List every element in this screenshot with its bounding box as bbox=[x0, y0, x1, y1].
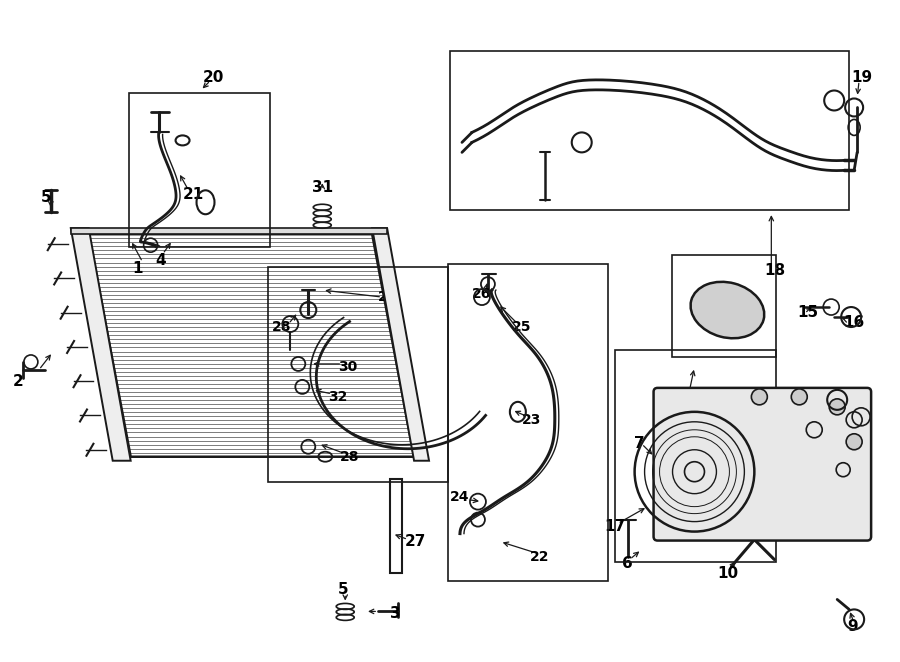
Text: 28: 28 bbox=[273, 320, 292, 334]
Bar bbox=[615, 350, 777, 561]
Text: 4: 4 bbox=[156, 253, 166, 267]
Circle shape bbox=[698, 307, 712, 321]
Polygon shape bbox=[71, 228, 387, 234]
Text: 20: 20 bbox=[202, 70, 224, 85]
Text: 10: 10 bbox=[717, 566, 739, 581]
Bar bbox=[450, 50, 850, 211]
Text: 16: 16 bbox=[843, 314, 864, 330]
Circle shape bbox=[791, 389, 807, 405]
Polygon shape bbox=[89, 234, 414, 457]
Text: 31: 31 bbox=[312, 180, 333, 195]
Text: 30: 30 bbox=[338, 360, 357, 374]
Text: 22: 22 bbox=[530, 549, 549, 563]
Circle shape bbox=[752, 389, 768, 405]
Circle shape bbox=[737, 303, 751, 317]
Ellipse shape bbox=[690, 282, 764, 338]
Text: 1: 1 bbox=[132, 261, 143, 275]
Text: 19: 19 bbox=[851, 70, 872, 85]
Text: 8: 8 bbox=[854, 472, 865, 487]
Text: 23: 23 bbox=[522, 413, 541, 427]
Text: 5: 5 bbox=[338, 582, 349, 597]
Text: 32: 32 bbox=[328, 390, 347, 404]
Text: 27: 27 bbox=[405, 534, 427, 549]
Text: 12: 12 bbox=[709, 281, 731, 297]
Text: 18: 18 bbox=[764, 263, 786, 277]
Text: 15: 15 bbox=[797, 305, 818, 320]
Text: 17: 17 bbox=[605, 519, 626, 534]
FancyBboxPatch shape bbox=[653, 388, 871, 541]
Text: 3: 3 bbox=[390, 606, 400, 621]
Text: 26: 26 bbox=[472, 287, 491, 301]
Bar bbox=[390, 479, 402, 573]
Bar bbox=[129, 93, 270, 247]
Text: 28: 28 bbox=[340, 449, 360, 464]
Text: 13: 13 bbox=[771, 429, 792, 444]
Bar bbox=[671, 255, 777, 357]
Polygon shape bbox=[71, 228, 130, 461]
Text: 7: 7 bbox=[634, 436, 644, 451]
Text: 11: 11 bbox=[680, 397, 700, 411]
Circle shape bbox=[846, 434, 862, 449]
Text: 29: 29 bbox=[378, 290, 398, 304]
Bar bbox=[448, 264, 608, 581]
Polygon shape bbox=[373, 228, 429, 461]
Text: 21: 21 bbox=[183, 187, 203, 202]
Text: 9: 9 bbox=[847, 619, 858, 634]
Bar bbox=[268, 267, 448, 482]
Circle shape bbox=[720, 290, 734, 304]
Text: 25: 25 bbox=[512, 320, 531, 334]
Text: 2: 2 bbox=[13, 375, 23, 389]
Circle shape bbox=[829, 399, 845, 415]
Text: 5: 5 bbox=[40, 190, 51, 205]
Text: 14: 14 bbox=[850, 415, 870, 430]
Circle shape bbox=[717, 317, 732, 331]
Text: 24: 24 bbox=[450, 490, 470, 504]
Text: 6: 6 bbox=[622, 556, 633, 571]
